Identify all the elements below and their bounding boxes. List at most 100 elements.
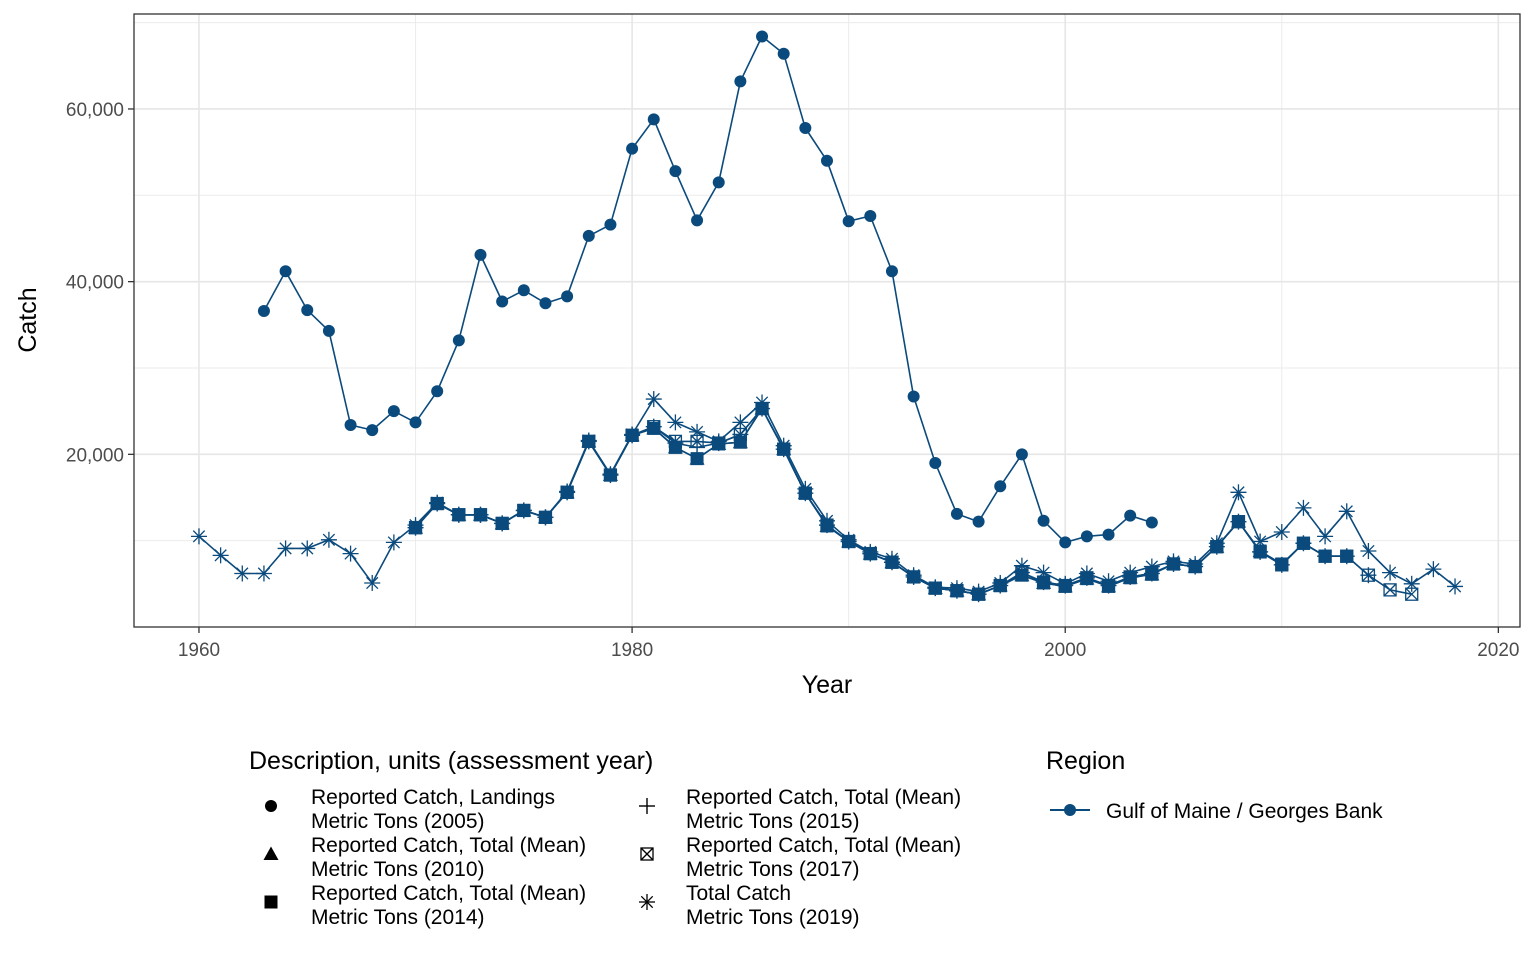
y-tick-label: 20,000 xyxy=(66,445,124,466)
legend-marker-circle xyxy=(265,800,277,812)
x-tick-label: 2020 xyxy=(1477,640,1519,661)
legend-label: Total Catch xyxy=(686,882,791,905)
legend-marker-plus xyxy=(639,798,655,814)
data-point-circle xyxy=(431,385,444,398)
region-legend-title: Region xyxy=(1046,747,1125,775)
data-point-star xyxy=(710,433,727,450)
data-point-star xyxy=(255,565,272,582)
data-point-circle xyxy=(257,305,270,318)
data-point-circle xyxy=(1124,509,1137,522)
data-point-circle xyxy=(387,405,400,418)
series-4 xyxy=(407,400,1377,603)
data-point-circle xyxy=(452,334,465,347)
data-point-star xyxy=(1425,561,1442,578)
data-point-circle xyxy=(842,215,855,228)
data-point-star xyxy=(1403,575,1420,592)
data-point-star xyxy=(883,550,900,567)
data-point-circle xyxy=(517,284,530,297)
legend-label: Metric Tons (2017) xyxy=(686,858,860,881)
data-point-star xyxy=(234,565,251,582)
data-point-circle xyxy=(972,515,985,528)
data-point-circle xyxy=(907,390,920,403)
data-point-star xyxy=(1382,564,1399,581)
data-point-circle xyxy=(1102,528,1115,541)
data-point-star xyxy=(1252,533,1269,550)
data-point-star xyxy=(515,502,532,519)
data-point-circle xyxy=(647,113,660,126)
data-point-star xyxy=(1013,557,1030,574)
x-tick-label: 1980 xyxy=(611,640,653,661)
legend-marker-square xyxy=(264,895,278,909)
data-point-star xyxy=(732,414,749,431)
data-point-star xyxy=(1317,528,1334,545)
data-point-circle xyxy=(409,416,422,429)
series-6 xyxy=(190,391,1464,600)
data-point-star xyxy=(862,543,879,560)
data-point-star xyxy=(1187,555,1204,572)
legend-marker-triangle xyxy=(263,846,279,860)
data-point-star xyxy=(1057,575,1074,592)
data-point-star xyxy=(602,466,619,483)
data-point-circle xyxy=(1080,530,1093,543)
data-point-circle xyxy=(864,210,877,223)
axes: 1960 1980 2000 2020 20,000 40,000 60,000 xyxy=(66,100,1520,661)
data-point-circle xyxy=(279,265,292,278)
legend-label: Reported Catch, Landings xyxy=(311,786,555,809)
series-line xyxy=(263,35,1153,544)
data-point-circle xyxy=(799,121,812,134)
data-point-circle xyxy=(1145,516,1158,529)
data-point-boxx xyxy=(1275,558,1289,572)
data-point-boxx xyxy=(1318,549,1332,563)
data-point-circle xyxy=(366,424,379,437)
data-point-circle xyxy=(301,304,314,317)
data-point-star xyxy=(472,506,489,523)
data-point-star xyxy=(840,531,857,548)
data-point-circle xyxy=(669,165,682,178)
data-point-star xyxy=(1122,564,1139,581)
region-legend-key xyxy=(1050,804,1090,816)
data-point-boxx xyxy=(647,420,661,434)
data-point-star xyxy=(1165,553,1182,570)
plot-panel-border xyxy=(133,13,1521,628)
data-point-plus xyxy=(667,435,684,452)
data-point-circle xyxy=(734,75,747,88)
region-legend-marker xyxy=(1064,804,1076,816)
data-point-circle xyxy=(1015,448,1028,461)
legend-label: Metric Tons (2014) xyxy=(311,906,485,929)
series-3 xyxy=(409,402,1354,601)
data-point-star xyxy=(645,391,662,408)
data-point-star xyxy=(970,583,987,600)
y-tick-label: 60,000 xyxy=(66,100,124,121)
y-tick-label: 40,000 xyxy=(66,273,124,294)
data-point-star xyxy=(494,515,511,532)
legend-label: Reported Catch, Total (Mean) xyxy=(686,786,961,809)
data-point-circle xyxy=(1059,536,1072,549)
data-point-circle xyxy=(712,176,725,189)
legend-title: Description, units (assessment year) xyxy=(249,747,653,775)
data-point-star xyxy=(320,531,337,548)
data-point-circle xyxy=(885,265,898,278)
x-tick-label: 1960 xyxy=(178,640,220,661)
data-point-circle xyxy=(691,214,704,227)
data-point-circle xyxy=(496,295,509,308)
data-point-star xyxy=(927,579,944,596)
data-point-circle xyxy=(474,248,487,261)
series-line xyxy=(414,407,1261,596)
series-1 xyxy=(257,30,1158,549)
data-point-circle xyxy=(821,154,833,167)
data-point-star xyxy=(624,426,641,443)
data-point-star xyxy=(689,423,706,440)
data-point-boxx xyxy=(668,434,683,449)
data-point-circle xyxy=(1037,514,1050,527)
legend-label: Metric Tons (2015) xyxy=(686,810,860,833)
data-point-circle xyxy=(322,324,335,337)
data-point-boxx xyxy=(1383,583,1397,597)
data-point-star xyxy=(1295,499,1312,516)
data-point-star xyxy=(429,494,446,511)
grid xyxy=(134,14,1520,627)
x-axis-title: Year xyxy=(802,671,853,699)
data-point-star xyxy=(797,480,814,497)
series-line xyxy=(414,407,1412,596)
region-legend-label: Gulf of Maine / Georges Bank xyxy=(1106,800,1383,823)
